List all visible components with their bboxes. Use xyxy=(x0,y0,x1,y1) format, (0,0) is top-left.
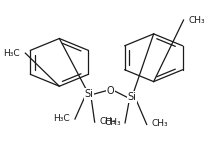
Text: Si: Si xyxy=(128,92,136,102)
Text: CH₃: CH₃ xyxy=(188,16,205,24)
Text: Si: Si xyxy=(84,89,93,99)
Text: CH₃: CH₃ xyxy=(105,118,121,127)
Text: CH₃: CH₃ xyxy=(99,117,116,126)
Text: O: O xyxy=(106,86,114,96)
Text: H₃C: H₃C xyxy=(54,114,70,123)
Text: CH₃: CH₃ xyxy=(151,120,168,128)
Text: H₃C: H₃C xyxy=(3,49,19,58)
